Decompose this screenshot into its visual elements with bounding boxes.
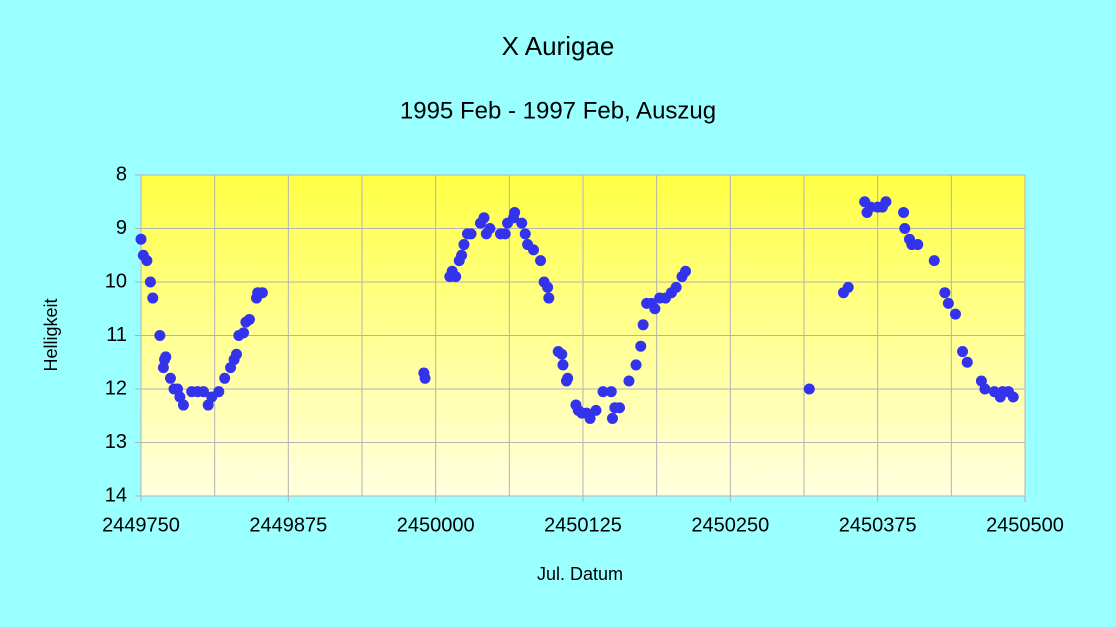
data-point [623, 375, 635, 387]
data-point [456, 249, 468, 261]
data-point [144, 276, 156, 288]
data-point [606, 412, 618, 424]
data-point [942, 297, 954, 309]
data-point [177, 399, 189, 411]
data-point [141, 255, 153, 267]
data-point [939, 287, 951, 299]
data-point [516, 217, 528, 229]
data-point [556, 348, 568, 360]
data-point [419, 372, 431, 384]
y-tick-label: 11 [106, 324, 127, 346]
data-point [256, 287, 268, 299]
data-point [509, 206, 521, 218]
data-point [499, 228, 511, 240]
data-point [605, 386, 617, 398]
x-tick-label: 2449750 [102, 514, 180, 536]
data-point [1007, 391, 1019, 403]
y-tick-label: 10 [105, 270, 127, 292]
x-tick-label: 2450250 [691, 514, 769, 536]
data-point [880, 196, 892, 208]
data-point [557, 359, 569, 371]
data-point [912, 239, 924, 251]
data-point [519, 228, 531, 240]
data-point [135, 233, 147, 245]
data-point [542, 281, 554, 293]
data-point [803, 383, 815, 395]
data-point [928, 255, 940, 267]
data-point [584, 412, 596, 424]
data-point [458, 239, 470, 251]
x-axis-label: Jul. Datum [537, 564, 623, 584]
data-point [154, 330, 166, 341]
y-tick-label: 8 [116, 163, 127, 185]
data-point [535, 255, 547, 267]
data-point [597, 386, 609, 398]
data-point [637, 319, 649, 331]
data-point [898, 206, 910, 218]
data-point [243, 313, 255, 325]
data-point [527, 244, 539, 256]
data-point [680, 265, 692, 277]
x-tick-label: 2449875 [249, 514, 327, 536]
data-point [949, 308, 961, 320]
data-point [630, 359, 642, 371]
data-point [670, 281, 682, 293]
x-tick-label: 2450375 [839, 514, 917, 536]
data-point [842, 281, 854, 293]
x-tick-label: 2450000 [397, 514, 475, 536]
data-point [157, 362, 169, 374]
data-point [465, 228, 477, 240]
y-axis-label: Helligkeit [41, 298, 61, 371]
data-point [649, 303, 661, 315]
chart-title: X Aurigae [502, 31, 615, 61]
data-point [230, 348, 242, 360]
data-point [160, 351, 172, 363]
x-tick-label: 2450500 [986, 514, 1064, 536]
y-tick-label: 9 [116, 217, 127, 239]
plot-border [140, 174, 1026, 497]
data-point [543, 292, 555, 304]
data-point [899, 223, 911, 234]
data-point [614, 402, 626, 414]
data-point [213, 386, 225, 398]
chart-subtitle: 1995 Feb - 1997 Feb, Auszug [400, 97, 716, 124]
data-point [450, 271, 462, 283]
data-point [219, 372, 231, 384]
data-point [957, 346, 969, 358]
data-point [197, 386, 209, 398]
data-point [147, 292, 159, 304]
data-point [979, 383, 991, 395]
data-point [484, 223, 496, 234]
data-point [635, 340, 647, 352]
y-tick-label: 12 [105, 377, 127, 399]
data-point [238, 327, 250, 339]
data-point [164, 372, 176, 384]
data-point [961, 356, 973, 368]
y-tick-label: 13 [105, 431, 127, 453]
y-tick-label: 14 [105, 484, 127, 506]
data-point [478, 212, 490, 224]
data-point [590, 404, 602, 416]
data-point [562, 372, 574, 384]
x-tick-label: 2450125 [544, 514, 622, 536]
